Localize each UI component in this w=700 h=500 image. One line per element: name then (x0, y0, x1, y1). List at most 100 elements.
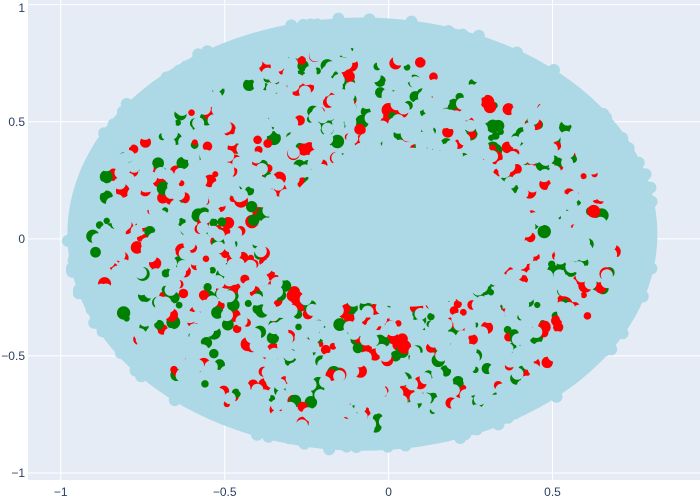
ring-point (547, 70, 560, 83)
ring-point (581, 265, 594, 278)
ring-point (591, 319, 604, 332)
ring-point (488, 363, 501, 376)
ring-point (208, 318, 221, 331)
ring-point (326, 425, 339, 438)
ring-point (414, 307, 427, 320)
ring-point (509, 406, 522, 419)
ring-point (237, 286, 250, 299)
ring-point (603, 165, 616, 178)
ring-point (381, 88, 394, 101)
ring-point (189, 330, 202, 343)
fragment-point (176, 156, 189, 170)
ring-point (161, 128, 174, 141)
fragment-point (209, 348, 219, 359)
fragment-point (537, 224, 551, 239)
ring-point (486, 150, 499, 163)
ring-point (270, 276, 283, 289)
ring-point (158, 142, 171, 155)
ring-point (286, 116, 299, 129)
fragment-point (247, 254, 255, 262)
ring-point (559, 92, 572, 105)
ring-point (114, 166, 127, 179)
ring-point (535, 391, 548, 404)
ring-point (354, 401, 367, 414)
ring-point (122, 172, 135, 185)
ring-point (276, 344, 289, 357)
ring-point (412, 417, 425, 430)
fragment-point (202, 255, 210, 263)
ring-point (298, 337, 311, 350)
ring-point (225, 134, 238, 147)
ring-point (275, 82, 288, 95)
ring-point (565, 210, 578, 223)
ring-point (199, 299, 212, 312)
ring-point (220, 309, 233, 322)
ring-point (605, 343, 618, 356)
ring-point (606, 124, 619, 137)
ring-point (346, 132, 359, 145)
overlay-markers (61, 12, 658, 456)
x-tick-label: 0.5 (544, 485, 561, 499)
fragment-point (217, 217, 227, 227)
fragment-point (191, 139, 198, 146)
ring-point (512, 279, 525, 292)
ring-point (281, 302, 294, 315)
ring-point (469, 91, 482, 104)
ring-point (250, 418, 263, 431)
ring-point (629, 274, 642, 287)
ring-point (319, 143, 332, 156)
ring-point (166, 215, 179, 228)
fragment-point (139, 136, 152, 148)
ring-point (597, 240, 610, 253)
ring-point (556, 179, 569, 192)
ring-point (208, 378, 221, 391)
ring-point (181, 126, 194, 139)
ring-point (364, 92, 377, 105)
ring-point (235, 314, 248, 327)
ring-point (137, 214, 150, 227)
ring-point (376, 120, 389, 133)
ring-point (516, 186, 529, 199)
ring-point (257, 345, 270, 358)
ring-point (308, 330, 321, 343)
fragment-point (583, 312, 592, 320)
ring-point (331, 304, 344, 317)
ring-point (229, 64, 242, 77)
ring-point (229, 50, 242, 63)
ring-point (610, 256, 623, 269)
ring-point (557, 274, 570, 287)
ring-point (135, 370, 148, 383)
ring-point (511, 367, 524, 380)
ring-point (326, 94, 339, 107)
ring-point (228, 206, 241, 219)
ring-point (139, 180, 152, 193)
ring-point (631, 191, 644, 204)
ring-point (524, 164, 537, 177)
ring-point (456, 97, 469, 110)
fragment-point (161, 269, 170, 278)
ring-point (228, 272, 241, 285)
ring-point (558, 193, 571, 206)
ring-point (632, 243, 645, 256)
ring-point (641, 229, 654, 242)
ring-point (309, 90, 322, 103)
ring-point (575, 355, 588, 368)
ring-point (586, 148, 599, 161)
ring-point (178, 359, 191, 372)
ring-point (211, 103, 224, 116)
ring-point (537, 103, 550, 116)
ring-point (456, 407, 469, 420)
ring-point (287, 172, 300, 185)
fragment-point (286, 289, 299, 302)
fragment-point (230, 282, 241, 294)
ring-point (275, 389, 288, 402)
ring-point (459, 389, 472, 402)
ring-point (605, 248, 618, 261)
fragment-point (492, 119, 505, 132)
fragment-point (90, 246, 101, 258)
ring-point (130, 225, 143, 238)
fragment-point (99, 170, 113, 184)
ring-point (117, 293, 130, 306)
fragment-point (467, 334, 478, 345)
ring-point (551, 331, 564, 344)
